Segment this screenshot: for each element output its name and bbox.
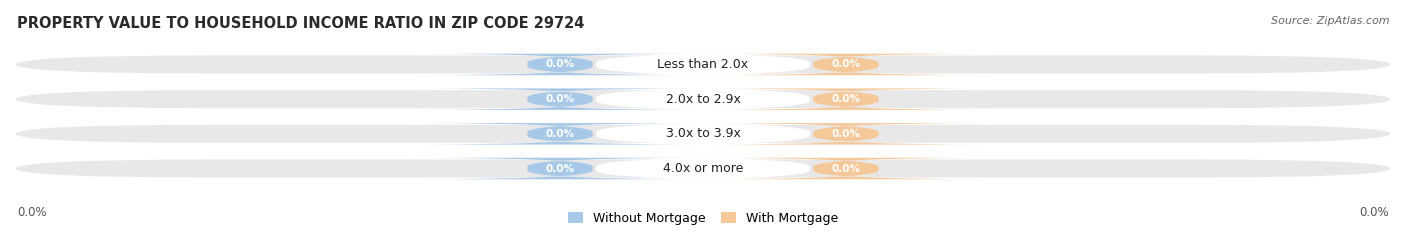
Text: 0.0%: 0.0% <box>831 164 860 174</box>
Text: 0.0%: 0.0% <box>831 129 860 139</box>
FancyBboxPatch shape <box>700 54 993 75</box>
Text: 3.0x to 3.9x: 3.0x to 3.9x <box>665 127 741 140</box>
Text: 0.0%: 0.0% <box>1360 206 1389 219</box>
FancyBboxPatch shape <box>596 88 810 110</box>
FancyBboxPatch shape <box>413 54 706 75</box>
FancyBboxPatch shape <box>596 54 810 75</box>
Text: Source: ZipAtlas.com: Source: ZipAtlas.com <box>1271 16 1389 26</box>
FancyBboxPatch shape <box>596 158 810 179</box>
Text: Less than 2.0x: Less than 2.0x <box>658 58 748 71</box>
Text: 0.0%: 0.0% <box>831 94 860 104</box>
FancyBboxPatch shape <box>413 158 706 179</box>
FancyBboxPatch shape <box>14 88 1392 110</box>
FancyBboxPatch shape <box>413 123 706 145</box>
FancyBboxPatch shape <box>14 158 1392 179</box>
Legend: Without Mortgage, With Mortgage: Without Mortgage, With Mortgage <box>562 206 844 230</box>
FancyBboxPatch shape <box>413 88 706 110</box>
FancyBboxPatch shape <box>700 158 993 179</box>
Text: PROPERTY VALUE TO HOUSEHOLD INCOME RATIO IN ZIP CODE 29724: PROPERTY VALUE TO HOUSEHOLD INCOME RATIO… <box>17 16 585 31</box>
Text: 2.0x to 2.9x: 2.0x to 2.9x <box>665 93 741 106</box>
Text: 0.0%: 0.0% <box>17 206 46 219</box>
Text: 0.0%: 0.0% <box>546 94 575 104</box>
Text: 0.0%: 0.0% <box>546 59 575 69</box>
FancyBboxPatch shape <box>596 123 810 145</box>
Text: 0.0%: 0.0% <box>831 59 860 69</box>
FancyBboxPatch shape <box>14 123 1392 145</box>
FancyBboxPatch shape <box>700 88 993 110</box>
Text: 4.0x or more: 4.0x or more <box>662 162 744 175</box>
FancyBboxPatch shape <box>700 123 993 145</box>
FancyBboxPatch shape <box>14 54 1392 75</box>
Text: 0.0%: 0.0% <box>546 164 575 174</box>
Text: 0.0%: 0.0% <box>546 129 575 139</box>
